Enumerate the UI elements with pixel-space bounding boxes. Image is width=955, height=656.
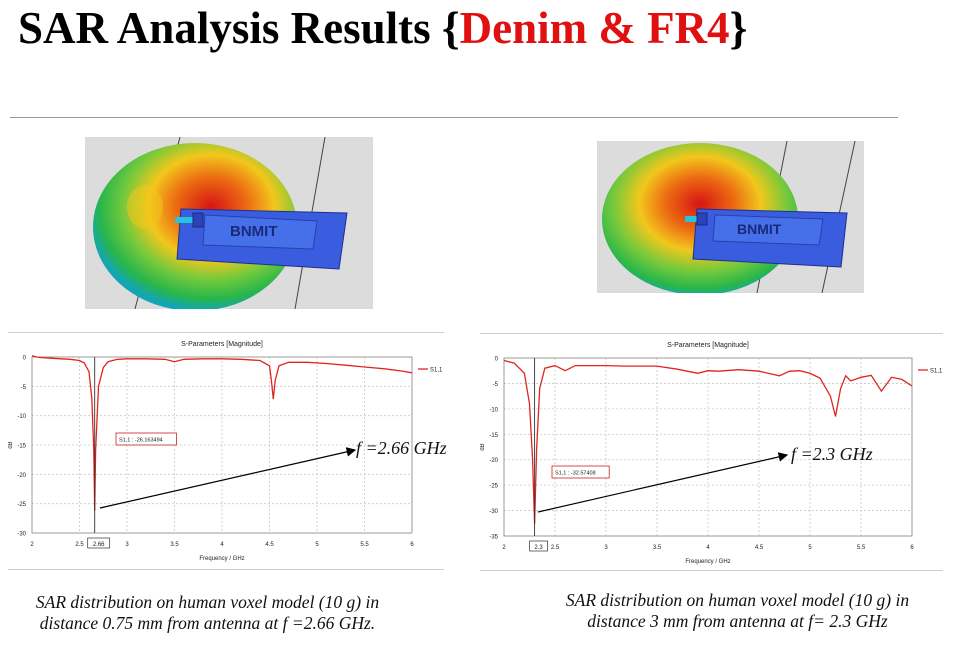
series-line-s11 <box>503 359 913 524</box>
chart-title: S-Parameters [Magnitude] <box>667 342 749 349</box>
title-brace-open: { <box>441 3 460 53</box>
x-tick-label: 5 <box>315 542 319 548</box>
x-tick-label: 5.5 <box>857 545 866 551</box>
y-tick-label: -10 <box>17 414 26 420</box>
y-tick-label: -25 <box>17 502 26 508</box>
y-tick-label: -15 <box>489 433 498 439</box>
title-highlight: Denim & FR4 <box>459 3 730 53</box>
title-main: SAR Analysis Results <box>18 3 442 53</box>
y-tick-label: -35 <box>489 535 498 541</box>
y-tick-label: -20 <box>489 458 498 464</box>
title-divider <box>10 117 898 118</box>
s11-chart-left-svg: S-Parameters [Magnitude] 0 -5 -10 -15 -20 -25 -… <box>8 341 443 562</box>
x-tick-label: 4 <box>706 545 710 551</box>
marker-x-label-box <box>87 537 111 549</box>
frequency-annotation-right: f =2.3 GHz <box>791 444 873 464</box>
chart-title: S-Parameters [Magnitude] <box>181 341 263 348</box>
x-tick-label: 4.5 <box>265 542 274 548</box>
s11-chart-right: S-Parameters [Magnitude] 0 -5 -10 -15 -20 -25 -… <box>480 333 943 571</box>
y-tick-label: -10 <box>489 407 498 413</box>
y-tick-label: -25 <box>489 484 498 490</box>
y-tick-label: -30 <box>17 532 26 538</box>
x-tick-label: 3.5 <box>170 542 179 548</box>
y-axis-label: dB <box>8 441 14 448</box>
x-tick-label: 5.5 <box>360 542 369 548</box>
s11-chart-right-svg: S-Parameters [Magnitude] 0 -5 -10 -15 -20 -25 -… <box>480 342 943 565</box>
marker-value-label: S1,1 : -32.57408 <box>555 471 596 477</box>
x-tick-label: 5 <box>808 545 812 551</box>
y-tick-label: -30 <box>489 509 498 515</box>
x-tick-label: 4 <box>220 542 224 548</box>
slide-title: SAR Analysis Results {Denim & FR4} <box>18 2 747 54</box>
x-axis-label: Frequency / GHz <box>685 559 730 565</box>
marker-x-label: 2.66 <box>93 542 105 548</box>
sar-right-logo-text: BNMIT <box>737 221 782 237</box>
y-tick-label: -5 <box>21 385 27 391</box>
marker-x-label: 2.3 <box>534 545 543 551</box>
x-tick-label: 3 <box>604 545 608 551</box>
x-tick-label: 4.5 <box>755 545 764 551</box>
sar-image-left-graphic: BNMIT <box>85 137 373 309</box>
sar-image-right: BNMIT <box>597 141 864 293</box>
legend-label: S1,1 <box>930 369 943 375</box>
marker-value-box <box>115 432 177 446</box>
x-tick-label: 3.5 <box>653 545 662 551</box>
x-tick-label: 6 <box>410 542 414 548</box>
legend-label: S1,1 <box>430 368 443 374</box>
y-tick-label: 0 <box>495 357 499 363</box>
x-axis-label: Frequency / GHz <box>199 556 244 562</box>
plot-frame <box>503 357 913 537</box>
caption-right: SAR distribution on human voxel model (1… <box>565 590 910 631</box>
y-axis-label: dB <box>480 443 486 450</box>
sar-image-left: BNMIT <box>85 137 373 309</box>
x-tick-label: 2.5 <box>551 545 560 551</box>
title-brace-close: } <box>729 3 748 53</box>
marker-value-label: S1,1 : -26.163494 <box>119 438 163 444</box>
x-tick-label: 6 <box>910 545 914 551</box>
y-tick-label: 0 <box>23 356 27 362</box>
series-line-s11 <box>31 355 413 511</box>
frequency-annotation-left: f =2.66 GHz <box>356 438 447 458</box>
marker-x-label-box <box>529 540 548 552</box>
sar-left-logo-text: BNMIT <box>230 223 278 240</box>
caption-left: SAR distribution on human voxel model (1… <box>35 592 380 633</box>
x-tick-label: 2.5 <box>75 542 84 548</box>
x-tick-label: 3 <box>125 542 129 548</box>
sar-image-right-graphic: BNMIT <box>597 141 864 293</box>
y-tick-label: -20 <box>17 473 26 479</box>
plot-frame <box>31 356 413 534</box>
x-tick-label: 2 <box>502 545 506 551</box>
y-tick-label: -5 <box>493 382 499 388</box>
y-tick-label: -15 <box>17 444 26 450</box>
x-tick-label: 2 <box>30 542 34 548</box>
